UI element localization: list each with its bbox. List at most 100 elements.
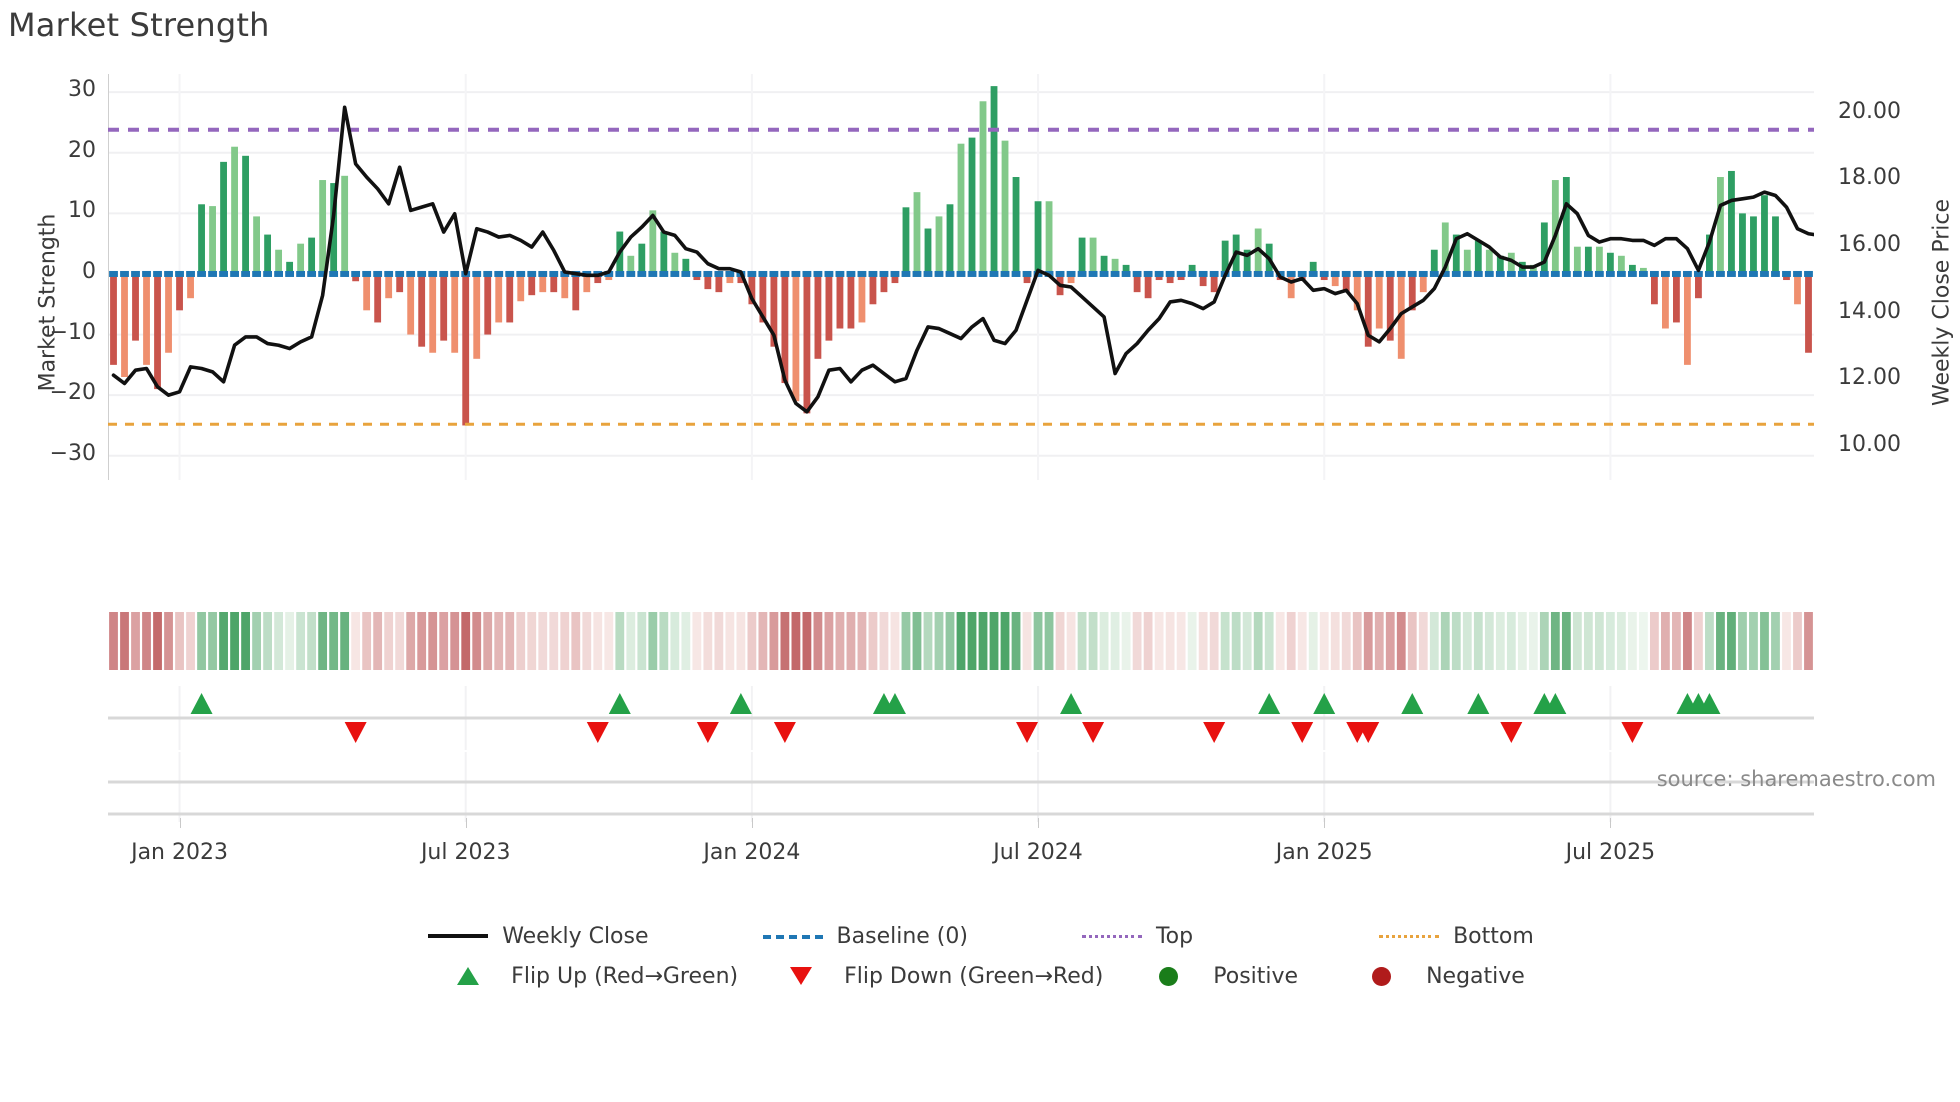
strength-bar — [781, 273, 789, 384]
heat-cell — [1638, 612, 1648, 670]
flip-down-marker — [1621, 722, 1644, 743]
bottom-axes-spacer — [104, 752, 1818, 822]
strength-bar — [275, 249, 283, 274]
heat-cell — [648, 612, 658, 670]
heat-cell — [835, 612, 845, 670]
heat-cell — [527, 612, 537, 670]
strength-bar — [220, 161, 227, 274]
heat-cell — [1672, 612, 1681, 670]
heat-cell — [1231, 612, 1241, 670]
strength-bar — [517, 273, 525, 302]
heat-cell — [1220, 612, 1230, 670]
flip-down-marker — [1357, 722, 1380, 743]
heat-cell — [1517, 612, 1527, 670]
strength-bar — [1133, 273, 1141, 293]
heat-cell — [967, 612, 977, 670]
strength-bar — [1078, 237, 1086, 274]
flip-marker-row — [104, 686, 1818, 750]
heat-cell — [780, 612, 790, 670]
flip-up-marker — [729, 693, 752, 714]
strength-bar — [1684, 273, 1691, 365]
heat-cell — [1209, 612, 1219, 670]
strength-bar — [1551, 180, 1559, 274]
heat-cell — [186, 612, 195, 670]
strength-bar — [352, 273, 360, 282]
strength-bar — [1122, 264, 1130, 274]
heat-cell — [978, 612, 988, 670]
flip-up-marker — [608, 693, 631, 714]
strength-bar — [1452, 234, 1460, 274]
heat-cell — [1760, 612, 1769, 670]
heat-cell — [1616, 612, 1626, 670]
strength-bar — [550, 273, 558, 293]
heat-cell — [626, 612, 636, 670]
strength-bar — [1673, 273, 1680, 323]
legend-item-label: Positive — [1213, 963, 1299, 989]
legend-item[interactable]: Baseline (0) — [761, 924, 968, 949]
strength-bar — [121, 273, 128, 377]
legend-item[interactable]: Positive — [1137, 964, 1298, 989]
strength-bar — [1573, 246, 1581, 274]
strength-bar — [1783, 273, 1790, 281]
strength-bar — [308, 237, 316, 274]
strength-bar — [1485, 249, 1493, 274]
heat-cell — [736, 612, 746, 670]
strength-bar — [1100, 255, 1108, 274]
strength-bar — [451, 273, 459, 353]
heat-cell — [1473, 612, 1483, 670]
strength-bar — [737, 273, 745, 284]
triangle-down-icon — [768, 965, 832, 987]
strength-bar — [627, 255, 635, 274]
strength-bar — [1650, 273, 1658, 305]
heat-cell — [505, 612, 515, 670]
strength-bar — [836, 273, 844, 329]
heat-cell — [901, 612, 911, 670]
x-tick-mark — [751, 818, 753, 828]
legend-item[interactable]: Negative — [1350, 964, 1525, 989]
strength-bar — [1177, 273, 1185, 281]
heat-cell — [153, 612, 162, 670]
legend-item[interactable]: Top — [1080, 924, 1193, 949]
legend-item[interactable]: Flip Up (Red→Green) — [435, 964, 738, 989]
strength-bar — [770, 273, 778, 347]
legend-item[interactable]: Flip Down (Green→Red) — [768, 964, 1103, 989]
heat-cell — [1165, 612, 1175, 670]
legend-item[interactable]: Weekly Close — [426, 923, 649, 949]
legend-item[interactable]: Bottom — [1377, 924, 1534, 949]
heat-cell — [384, 612, 394, 670]
bottom-spacer-chart — [104, 752, 1818, 822]
flip-up-marker — [1467, 693, 1490, 714]
strength-bar — [1595, 246, 1603, 274]
heat-cell — [329, 612, 339, 670]
heat-cell — [1022, 612, 1032, 670]
heat-cell — [1242, 612, 1252, 670]
strength-bar — [1695, 273, 1702, 299]
heat-cell — [175, 612, 184, 670]
strength-bar — [1375, 273, 1383, 329]
heat-cell — [615, 612, 625, 670]
heat-cell — [109, 612, 118, 670]
heat-cell — [637, 612, 647, 670]
heat-cell — [692, 612, 702, 670]
heat-cell — [1429, 612, 1439, 670]
heat-cell — [1716, 612, 1725, 670]
heat-cell — [1011, 612, 1021, 670]
strength-bar — [231, 146, 238, 274]
strength-bar — [748, 273, 756, 305]
heat-cell — [1407, 612, 1417, 670]
heat-cell — [1143, 612, 1153, 670]
heat-cell — [1650, 612, 1659, 670]
heat-cell — [1694, 612, 1703, 670]
heat-cell — [1462, 612, 1472, 670]
strength-bar — [946, 204, 954, 274]
strength-bar — [1221, 240, 1229, 274]
circle-marker-icon — [1350, 965, 1414, 987]
y-tick-left: −30 — [49, 440, 96, 466]
legend-item-label: Weekly Close — [502, 923, 649, 949]
strength-bar — [682, 258, 690, 274]
heat-cell — [1771, 612, 1780, 670]
strength-bar — [374, 273, 382, 323]
heat-cell — [417, 612, 427, 670]
flip-up-marker — [190, 693, 213, 714]
strength-bar — [913, 192, 921, 274]
